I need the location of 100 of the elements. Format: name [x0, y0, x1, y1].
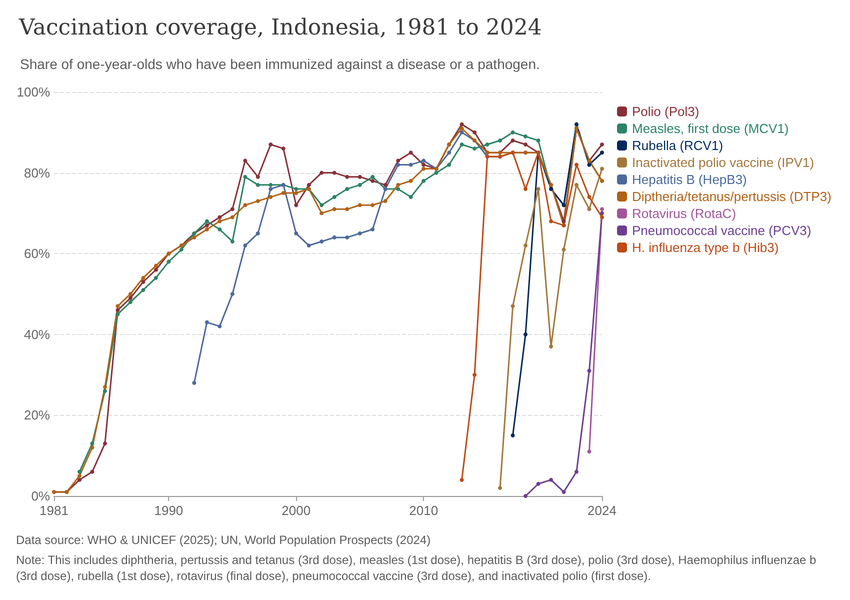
- x-tick-label: 2024: [588, 503, 616, 518]
- point: [116, 304, 120, 308]
- point: [230, 292, 234, 296]
- point: [230, 239, 234, 244]
- point: [141, 280, 146, 284]
- point: [383, 199, 388, 204]
- point: [408, 150, 413, 155]
- point: [218, 219, 222, 224]
- point: [524, 494, 528, 498]
- point: [600, 142, 604, 147]
- point: [345, 186, 350, 191]
- source-note: Data source: WHO & UNICEF (2025); UN, World Population Prospects (2024): [16, 533, 431, 547]
- chart-subtitle: Share of one-year-olds who have been immunized against a disease or a pathogen.: [20, 56, 540, 72]
- point: [179, 248, 184, 252]
- point: [102, 441, 107, 446]
- point: [332, 170, 336, 175]
- point: [562, 248, 566, 252]
- point: [447, 162, 452, 167]
- point: [472, 130, 477, 134]
- point: [549, 344, 554, 349]
- point: [294, 191, 298, 195]
- point: [294, 186, 298, 191]
- y-tick-label: 60%: [24, 246, 50, 262]
- point: [370, 174, 375, 179]
- point: [345, 207, 350, 212]
- point: [320, 203, 324, 208]
- point: [396, 182, 400, 187]
- point: [370, 203, 375, 208]
- legend-label: Hepatitis B (HepB3): [632, 172, 747, 187]
- point: [408, 162, 413, 167]
- point: [472, 372, 477, 377]
- point: [306, 244, 311, 248]
- x-tick-label: 2010: [409, 503, 438, 518]
- point: [408, 178, 413, 183]
- point: [268, 186, 273, 191]
- legend-label: Rotavirus (RotaC): [632, 206, 736, 221]
- point: [243, 174, 248, 179]
- point: [396, 186, 400, 191]
- point: [218, 227, 222, 232]
- point: [408, 195, 413, 200]
- point: [600, 215, 604, 220]
- point: [549, 478, 554, 482]
- legend-label: Pneumococcal vaccine (PCV3): [632, 223, 812, 238]
- point: [332, 235, 336, 240]
- point: [116, 308, 120, 312]
- legend-label: Diptheria/tetanus/pertussis (DTP3): [632, 189, 832, 204]
- point: [370, 227, 375, 232]
- point: [460, 126, 464, 130]
- point: [294, 203, 298, 208]
- point: [166, 260, 171, 264]
- point: [218, 324, 222, 328]
- point: [600, 207, 604, 212]
- point: [90, 446, 94, 450]
- point: [204, 320, 209, 324]
- point: [524, 244, 528, 248]
- point: [447, 150, 452, 155]
- legend-label: Inactivated polio vaccine (IPV1): [632, 155, 814, 170]
- point: [141, 276, 146, 280]
- point: [141, 288, 146, 292]
- point: [281, 146, 286, 151]
- point: [320, 170, 324, 175]
- point: [243, 244, 248, 248]
- point: [90, 470, 94, 474]
- point: [154, 276, 158, 280]
- point: [204, 219, 209, 224]
- point: [358, 231, 362, 236]
- point: [320, 239, 324, 244]
- point: [510, 130, 515, 134]
- point: [524, 142, 528, 147]
- point: [574, 162, 579, 167]
- point: [434, 170, 438, 175]
- point: [460, 130, 464, 134]
- legend-label: Polio (Pol3): [632, 104, 700, 119]
- point: [524, 186, 528, 191]
- point: [510, 304, 515, 308]
- point: [268, 142, 273, 147]
- point: [77, 474, 82, 478]
- point: [116, 312, 120, 316]
- point: [102, 384, 107, 389]
- x-tick-label: 2000: [282, 503, 311, 518]
- point: [204, 227, 209, 232]
- point: [256, 182, 260, 187]
- point: [102, 388, 107, 393]
- point: [422, 178, 426, 183]
- point: [128, 292, 132, 296]
- point: [154, 268, 158, 272]
- point: [600, 211, 604, 216]
- point: [536, 138, 540, 142]
- point: [574, 470, 579, 474]
- point: [498, 486, 502, 490]
- point: [460, 122, 464, 126]
- point: [587, 450, 592, 454]
- text: Note: This includes diphtheria, pertussis and tetanus (3rd dose), measles (1st dose), hepatitis B (3rd dose), polio (3rd dose), Haemophilus influenzae b (3rd dose), rubella (1st dose), rotavirus (final dose), pneumococcal vaccine (3rd dose), and inactivated polio (first dose).: [16, 553, 820, 583]
- point: [77, 470, 82, 474]
- point: [562, 490, 566, 494]
- point: [320, 211, 324, 216]
- legend-label: Rubella (RCV1): [632, 138, 724, 153]
- legend-label: Measles, first dose (MCV1): [632, 121, 789, 136]
- point: [268, 182, 273, 187]
- point: [536, 482, 540, 486]
